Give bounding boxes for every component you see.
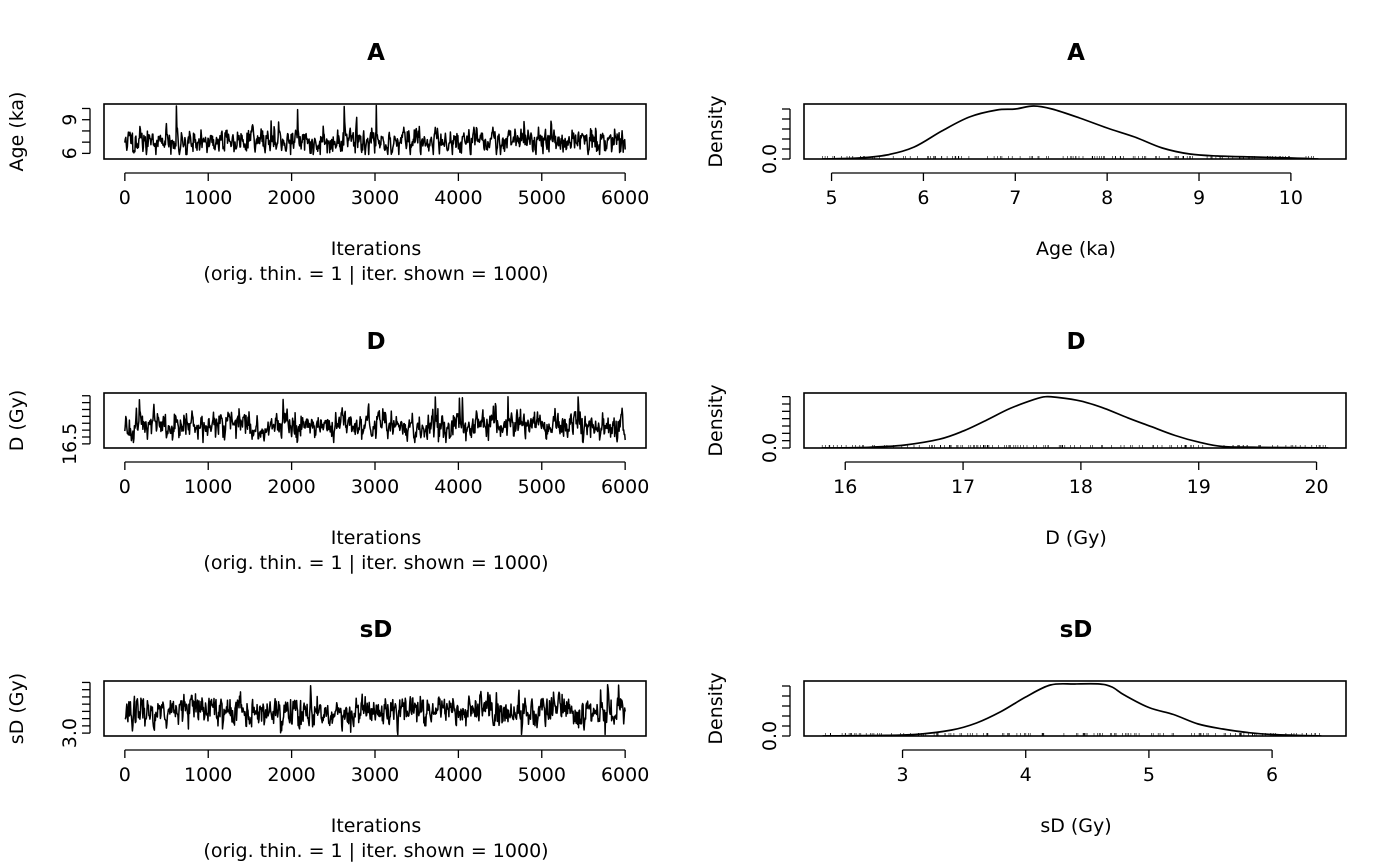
rug-marks [822, 156, 1314, 159]
x-tick-label: 17 [951, 476, 975, 498]
density-curve [822, 682, 1322, 736]
x-tick-label: 6 [1266, 764, 1278, 786]
panel-title: D [1066, 329, 1085, 355]
density-curve [821, 395, 1329, 448]
plot-frame [103, 103, 647, 160]
density-panel: sD 3 4 5 6 sD (Gy) 0.0 Density [705, 617, 1347, 837]
x-tick-label: 5000 [518, 764, 566, 786]
y-tick-label: 16.5 [59, 423, 81, 465]
plot-frame [803, 103, 1347, 160]
plot-frame [103, 680, 647, 737]
x-tick-label: 3000 [351, 476, 399, 498]
x-axis-sublabel: (orig. thin. = 1 | iter. shown = 1000) [203, 552, 548, 574]
x-axis-sublabel: (orig. thin. = 1 | iter. shown = 1000) [203, 840, 548, 862]
x-tick-label: 4 [1020, 764, 1032, 786]
x-axis-label: Iterations [331, 815, 422, 837]
x-tick-label: 10 [1279, 187, 1303, 209]
x-tick-label: 1000 [184, 764, 232, 786]
trace-panel: A 0 1000 2000 3000 4000 5000 6000 Iterations (ori… [6, 40, 649, 285]
y-axis-label: Age (ka) [6, 92, 28, 172]
x-axis-sublabel: (orig. thin. = 1 | iter. shown = 1000) [203, 263, 548, 285]
x-tick-label: 2000 [267, 764, 315, 786]
x-tick-label: 19 [1187, 476, 1211, 498]
x-tick-label: 2000 [267, 476, 315, 498]
x-tick-label: 0 [119, 476, 131, 498]
rug-marks [821, 445, 1326, 448]
panel-title: D [366, 329, 385, 355]
y-tick-label: 0.0 [759, 721, 781, 751]
x-tick-label: 5 [1143, 764, 1155, 786]
y-axis-label: Density [705, 672, 727, 744]
y-tick-label: 0.0 [759, 144, 781, 174]
x-tick-label: 18 [1069, 476, 1093, 498]
plot-frame [803, 392, 1347, 449]
x-tick-label: 5000 [518, 187, 566, 209]
x-axis-label: D (Gy) [1045, 527, 1106, 549]
trace-series-line [124, 104, 626, 156]
density-panel: D 16 17 18 19 20 D (Gy) 0.0 Density [705, 329, 1347, 549]
x-tick-label: 7 [1009, 187, 1021, 209]
y-tick-label: 9 [59, 114, 81, 126]
x-tick-label: 6000 [601, 476, 649, 498]
y-tick-label: 0.0 [759, 433, 781, 463]
x-tick-label: 5 [826, 187, 838, 209]
x-tick-label: 1000 [184, 187, 232, 209]
trace-panel: D 0 1000 2000 3000 4000 5000 6000 Iterations (ori… [6, 329, 649, 574]
x-axis-label: Iterations [331, 527, 422, 549]
x-tick-label: 9 [1193, 187, 1205, 209]
x-tick-label: 16 [833, 476, 857, 498]
trace-panel: sD 0 1000 2000 3000 4000 5000 6000 Iterations (or… [6, 617, 649, 862]
x-axis-label: sD (Gy) [1040, 815, 1111, 837]
x-tick-label: 1000 [184, 476, 232, 498]
y-axis-label: Density [705, 95, 727, 167]
x-tick-label: 6000 [601, 187, 649, 209]
density-panel: A 5 6 7 8 9 10 Age (ka) 0.0 Density [705, 40, 1347, 260]
x-tick-label: 3 [896, 764, 908, 786]
x-axis-label: Age (ka) [1036, 238, 1116, 260]
y-tick-label: 3.0 [59, 718, 81, 748]
density-curve [822, 105, 1319, 159]
y-axis-label: D (Gy) [6, 390, 28, 451]
plot-frame [103, 392, 647, 449]
x-tick-label: 8 [1101, 187, 1113, 209]
x-axis-label: Iterations [331, 238, 422, 260]
x-tick-label: 4000 [434, 476, 482, 498]
x-tick-label: 3000 [351, 187, 399, 209]
x-tick-label: 20 [1304, 476, 1328, 498]
plot-frame [803, 680, 1347, 737]
x-tick-label: 3000 [351, 764, 399, 786]
x-tick-label: 0 [119, 764, 131, 786]
y-axis-label: sD (Gy) [6, 673, 28, 744]
x-tick-label: 0 [119, 187, 131, 209]
y-axis-label: Density [705, 384, 727, 456]
trace-series-line [124, 683, 626, 736]
panel-title: A [1067, 40, 1085, 66]
x-tick-label: 4000 [434, 187, 482, 209]
x-tick-label: 6 [917, 187, 929, 209]
x-tick-label: 6000 [601, 764, 649, 786]
rug-marks [825, 733, 1320, 736]
panel-title: sD [1060, 617, 1093, 643]
trace-series-line [124, 396, 626, 444]
x-tick-label: 2000 [267, 187, 315, 209]
panel-title: sD [360, 617, 393, 643]
x-tick-label: 5000 [518, 476, 566, 498]
y-tick-label: 6 [59, 147, 81, 159]
panel-title: A [367, 40, 385, 66]
x-tick-label: 4000 [434, 764, 482, 786]
